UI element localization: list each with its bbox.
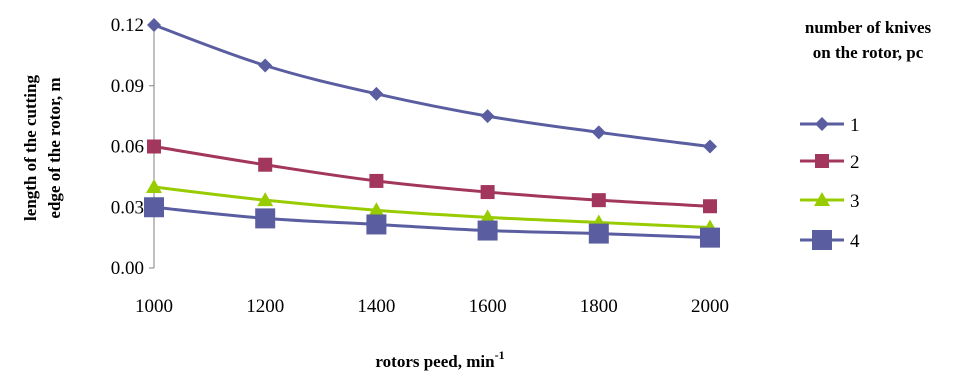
data-point-4-1800 (588, 223, 609, 244)
legend-label-1: 1 (850, 115, 860, 136)
y-axis-title-line2: edge of the rotor, m (45, 77, 64, 218)
series-line-3 (153, 185, 711, 229)
data-point-2-1600 (480, 185, 495, 200)
data-point-2-1200 (258, 157, 273, 172)
y-tick-label: 0.00 (111, 258, 144, 279)
legend-title-line2: on the rotor, pc (813, 43, 924, 62)
data-point-1-1000 (147, 18, 161, 32)
legend-marker-3 (814, 192, 830, 206)
x-tick-label: 1400 (357, 296, 395, 317)
data-point-1-2000 (703, 139, 717, 154)
y-axis-title-line1: length of the cutting (21, 75, 40, 221)
data-point-1-1400 (369, 86, 384, 101)
data-point-1-1200 (258, 58, 273, 73)
data-point-2-1000 (147, 139, 161, 154)
legend-marker-1 (815, 117, 829, 131)
data-point-1-1600 (480, 109, 495, 124)
series-line-2 (153, 145, 711, 208)
data-point-4-1200 (255, 208, 276, 229)
x-axis-title-main: rotors peed, min (375, 352, 495, 371)
legend-item-1: 1 (800, 115, 860, 136)
series-line-4 (153, 205, 711, 240)
data-point-4-2000 (700, 227, 720, 248)
data-point-4-1000 (144, 197, 164, 218)
data-point-2-2000 (703, 199, 717, 214)
legend: 1 2 3 4 (800, 115, 860, 252)
legend-marker-4 (812, 230, 832, 250)
x-tick-label: 1800 (580, 296, 618, 317)
y-tick-label: 0.06 (111, 137, 144, 158)
x-axis-title: rotors peed, min-1 (375, 348, 504, 371)
series-line-1 (153, 23, 711, 148)
data-point-3-1000 (146, 179, 162, 193)
y-tick-label: 0.03 (111, 197, 144, 218)
x-tick-label: 1200 (246, 296, 284, 317)
series-1 (147, 18, 717, 154)
data-point-4-1400 (366, 214, 387, 235)
legend-title-line1: number of knives (805, 18, 932, 37)
axes: 0.00 0.03 0.06 0.09 0.12 1000 1200 1400 1600 1800… (111, 15, 729, 317)
legend-label-2: 2 (850, 152, 860, 173)
legend-item-4: 4 (800, 230, 860, 252)
x-axis-title-superscript: -1 (495, 348, 505, 362)
data-point-4-1600 (477, 220, 498, 241)
legend-marker-2 (815, 154, 829, 168)
x-tick-label: 2000 (691, 296, 729, 317)
y-tick-label: 0.09 (111, 76, 144, 97)
series-layer (144, 18, 720, 248)
legend-label-3: 3 (850, 191, 860, 212)
data-point-3-1200 (257, 192, 274, 207)
data-point-2-1800 (591, 193, 606, 208)
y-tick-label: 0.12 (111, 15, 144, 36)
series-4 (144, 197, 720, 248)
data-point-3-1400 (368, 202, 385, 217)
data-point-2-1400 (369, 173, 384, 188)
data-point-3-1600 (479, 209, 496, 224)
data-point-1-1800 (591, 125, 606, 140)
x-tick-label: 1600 (469, 296, 507, 317)
series-2 (147, 139, 717, 214)
legend-label-4: 4 (850, 231, 860, 252)
legend-item-2: 2 (800, 152, 860, 173)
legend-item-3: 3 (800, 191, 860, 212)
x-tick-label: 1000 (135, 296, 173, 317)
